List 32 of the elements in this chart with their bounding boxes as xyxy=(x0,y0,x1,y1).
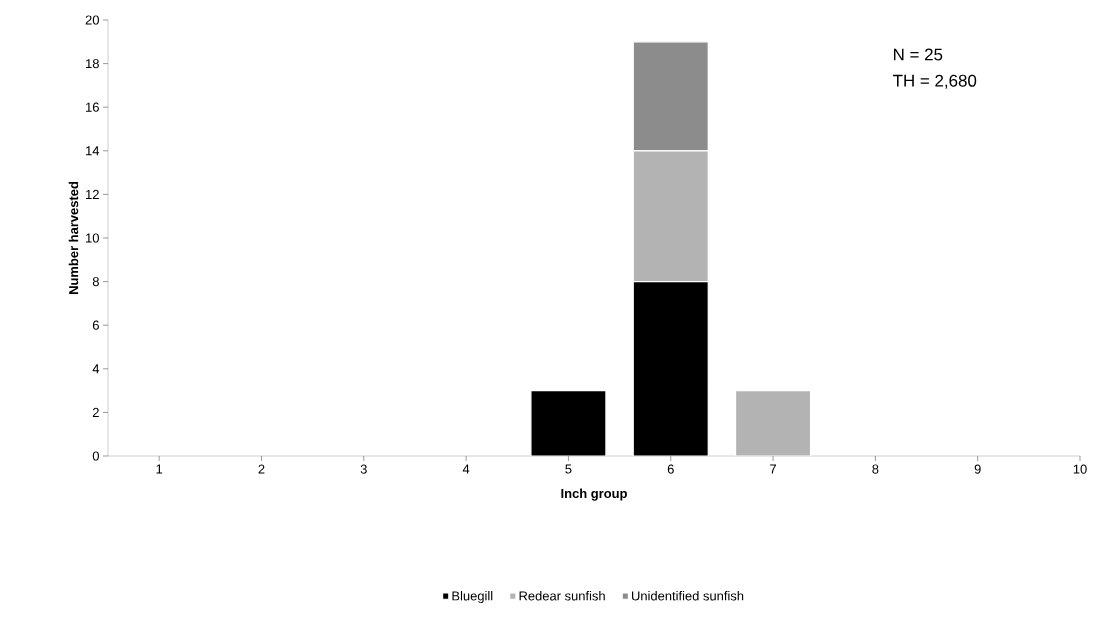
bar xyxy=(530,390,607,456)
y-tick-label: 8 xyxy=(92,277,99,287)
annotation: N = 25 xyxy=(894,48,943,61)
y-tick-label: 0 xyxy=(92,451,99,461)
x-tick-label: 9 xyxy=(974,464,981,474)
y-tick-label: 4 xyxy=(92,364,100,374)
legend-label: Redear sunfish xyxy=(519,590,605,601)
y-tick-label: 16 xyxy=(86,102,99,112)
legend-label: Bluegill xyxy=(452,590,493,604)
x-tick-label: 5 xyxy=(565,464,572,474)
x-tick-label: 7 xyxy=(770,464,777,474)
bar xyxy=(632,150,709,283)
y-tick-label: 20 xyxy=(85,15,99,25)
annotation: TH = 2,680 xyxy=(892,74,977,89)
y-tick-label: 6 xyxy=(92,320,99,330)
x-tick-label: 1 xyxy=(156,464,163,474)
y-tick-label: 14 xyxy=(86,146,100,156)
x-tick-label: 4 xyxy=(462,464,470,474)
y-tick-label: 10 xyxy=(86,233,99,243)
x-tick-label: 2 xyxy=(258,464,265,474)
bar xyxy=(632,281,709,456)
x-tick-label: 8 xyxy=(872,464,879,474)
y-axis-title: Number harvested xyxy=(68,182,79,294)
x-tick-label: 6 xyxy=(667,464,674,474)
bar xyxy=(734,390,812,456)
x-tick-label: 10 xyxy=(1073,464,1087,474)
x-axis-title: Inch group xyxy=(561,488,627,501)
y-tick-label: 2 xyxy=(92,407,99,417)
x-tick-label: 3 xyxy=(360,464,367,474)
legend-label: Unidentified sunfish xyxy=(632,590,744,601)
y-tick-label: 18 xyxy=(86,59,99,69)
y-tick-label: 12 xyxy=(86,189,99,199)
